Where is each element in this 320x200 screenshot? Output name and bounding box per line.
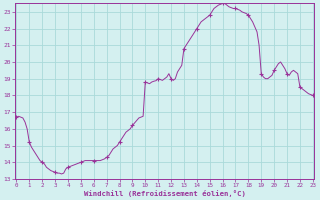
X-axis label: Windchill (Refroidissement éolien,°C): Windchill (Refroidissement éolien,°C)	[84, 190, 245, 197]
